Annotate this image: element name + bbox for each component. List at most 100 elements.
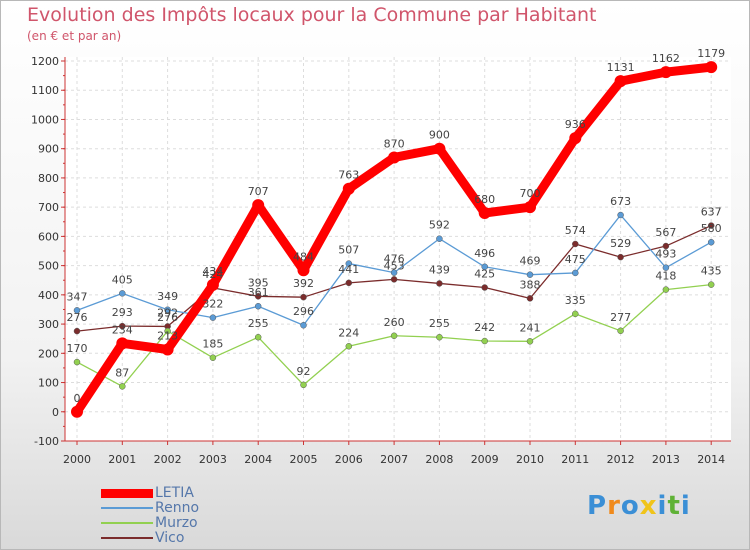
y-tick-label: 800 (38, 172, 59, 185)
data-label-murzo: 255 (248, 317, 269, 330)
data-point-renno (707, 238, 715, 246)
data-point-renno (209, 314, 217, 321)
x-tick-label: 2013 (652, 453, 680, 466)
data-label-letia: 707 (248, 185, 269, 198)
data-point-vico (390, 276, 398, 283)
y-tick-label: 1200 (31, 55, 59, 68)
data-label-renno: 349 (157, 290, 178, 303)
data-label-letia: 234 (112, 323, 133, 336)
x-tick-label: 2014 (697, 453, 725, 466)
data-label-letia: 763 (338, 169, 359, 182)
y-tick-label: 0 (52, 406, 59, 419)
data-label-vico: 574 (565, 224, 586, 237)
y-tick-label: 1100 (31, 84, 59, 97)
data-point-vico (436, 280, 443, 287)
data-point-letia (206, 278, 219, 291)
x-tick-label: 2008 (425, 453, 453, 466)
data-point-vico (481, 284, 488, 291)
data-point-letia (297, 264, 310, 277)
data-point-murzo (164, 327, 171, 335)
data-label-renno: 476 (384, 253, 405, 266)
data-point-letia (614, 75, 627, 88)
data-label-murzo: 260 (384, 316, 405, 329)
data-point-renno (617, 211, 624, 219)
data-label-murzo: 242 (474, 321, 495, 334)
x-tick-label: 2010 (516, 453, 544, 466)
y-tick-label: 600 (38, 230, 59, 243)
logo-letter: x (639, 491, 658, 521)
data-point-murzo (572, 310, 579, 318)
x-tick-label: 2009 (471, 453, 499, 466)
x-tick-label: 2011 (561, 453, 589, 466)
x-tick-label: 2005 (290, 453, 318, 466)
data-label-renno: 347 (67, 290, 88, 303)
y-tick-label: 400 (38, 289, 59, 302)
data-point-murzo (617, 327, 624, 335)
data-point-vico (526, 295, 534, 302)
y-tick-label: 200 (38, 347, 59, 360)
data-label-letia: 213 (157, 330, 178, 343)
logo-letter: P (587, 491, 608, 521)
x-tick-label: 2002 (154, 453, 182, 466)
data-point-renno (164, 306, 171, 314)
data-point-vico (254, 293, 262, 300)
data-point-murzo (119, 383, 126, 390)
data-label-murzo: 255 (429, 317, 450, 330)
logo-letter: i (680, 491, 691, 521)
logo-letter: o (620, 491, 640, 521)
data-label-vico: 637 (701, 206, 722, 219)
x-tick-label: 2004 (244, 453, 272, 466)
data-point-renno (119, 290, 126, 297)
data-point-renno (390, 269, 398, 276)
data-label-letia: 1162 (652, 52, 680, 65)
x-tick-label: 2003 (199, 453, 227, 466)
data-point-murzo (209, 354, 217, 361)
data-point-renno (300, 321, 307, 329)
data-point-vico (345, 279, 353, 287)
data-label-renno: 507 (338, 244, 359, 257)
data-point-murzo (254, 333, 262, 341)
data-label-letia: 900 (429, 129, 450, 142)
data-label-murzo: 224 (338, 326, 359, 339)
data-point-renno (481, 263, 488, 271)
data-point-letia (116, 337, 129, 350)
data-label-renno: 592 (429, 219, 450, 232)
data-label-letia: 484 (293, 250, 314, 263)
data-point-murzo (707, 281, 715, 288)
legend-swatch (101, 507, 153, 509)
legend-label: Renno (155, 500, 200, 516)
data-point-vico (707, 222, 715, 229)
data-point-letia (524, 201, 536, 214)
data-label-vico: 292 (157, 306, 178, 319)
data-point-letia (388, 151, 401, 164)
data-label-renno: 469 (520, 255, 541, 268)
data-point-renno (345, 260, 353, 267)
data-point-letia (71, 405, 83, 418)
data-label-vico: 293 (112, 306, 133, 319)
y-tick-label: 1000 (31, 113, 59, 126)
legend-label: Vico (155, 530, 185, 546)
data-point-letia (478, 207, 491, 219)
data-label-renno: 493 (655, 248, 676, 261)
data-point-vico (119, 322, 126, 330)
data-point-murzo (390, 332, 398, 340)
legend-swatch (101, 488, 153, 498)
data-point-vico (617, 253, 624, 261)
legend-item-murzo: Murzo (101, 515, 281, 531)
y-tick-label: 500 (38, 260, 59, 273)
legend-item-letia: LETIA (101, 485, 281, 501)
x-tick-label: 2001 (108, 453, 136, 466)
data-label-murzo: 92 (297, 365, 311, 378)
data-label-renno: 475 (565, 253, 586, 266)
data-label-letia: 936 (565, 118, 586, 131)
data-point-letia (569, 132, 582, 145)
data-point-letia (161, 343, 174, 356)
data-label-letia: 1131 (607, 61, 635, 74)
data-point-murzo (662, 286, 670, 293)
data-point-murzo (526, 338, 534, 345)
chart-title: Evolution des Impôts locaux pour la Comm… (27, 4, 597, 26)
legend-swatch (101, 537, 153, 539)
data-point-renno (254, 302, 262, 310)
